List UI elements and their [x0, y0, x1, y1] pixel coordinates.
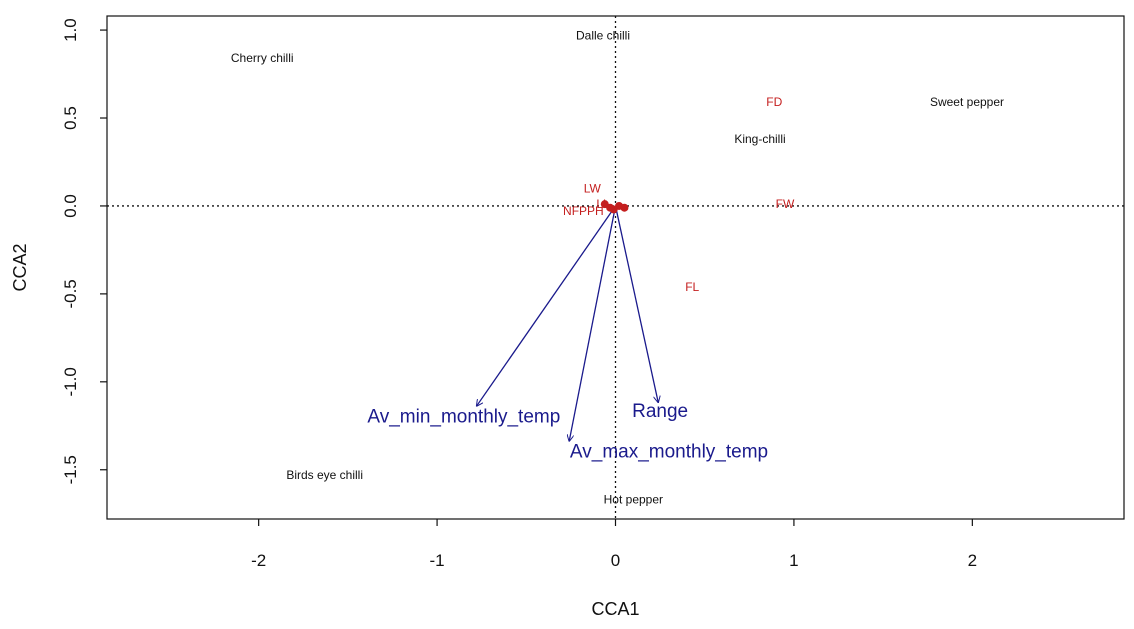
x-tick-label: 0	[611, 551, 620, 570]
y-tick-label: -1.5	[61, 455, 80, 484]
biplot-arrow-label: Range	[632, 401, 688, 422]
x-tick-label: 2	[968, 551, 977, 570]
x-tick-label: -2	[251, 551, 266, 570]
site-label: King-chilli	[734, 132, 785, 146]
y-tick-label: 1.0	[61, 18, 80, 42]
biplot-arrow	[569, 205, 617, 442]
y-tick-label: -0.5	[61, 279, 80, 308]
species-label: FL	[685, 280, 699, 294]
x-tick-label: 1	[789, 551, 798, 570]
biplot-arrow-label: Av_max_monthly_temp	[570, 441, 768, 462]
biplot-arrow	[614, 205, 659, 403]
x-axis-title: CCA1	[591, 599, 639, 619]
site-label: Dalle chilli	[576, 28, 630, 42]
species-cluster-point	[620, 203, 629, 212]
site-label: Cherry chilli	[231, 51, 294, 65]
species-cluster-point	[609, 205, 618, 214]
species-label: FW	[776, 197, 795, 211]
site-label: Hot pepper	[604, 493, 663, 507]
y-tick-label: 0.5	[61, 106, 80, 130]
species-label: LL	[596, 197, 610, 211]
biplot-arrow	[476, 205, 617, 406]
species-label: LW	[584, 181, 602, 195]
y-tick-label: 0.0	[61, 194, 80, 218]
site-label: Birds eye chilli	[286, 468, 363, 482]
y-axis-title: CCA2	[10, 243, 30, 291]
biplot-arrow-label: Av_min_monthly_temp	[367, 406, 560, 427]
species-label: FD	[766, 95, 782, 109]
species-label: NFPPH	[563, 204, 604, 218]
y-tick-label: -1.0	[61, 367, 80, 396]
site-label: Sweet pepper	[930, 95, 1004, 109]
x-tick-label: -1	[430, 551, 445, 570]
